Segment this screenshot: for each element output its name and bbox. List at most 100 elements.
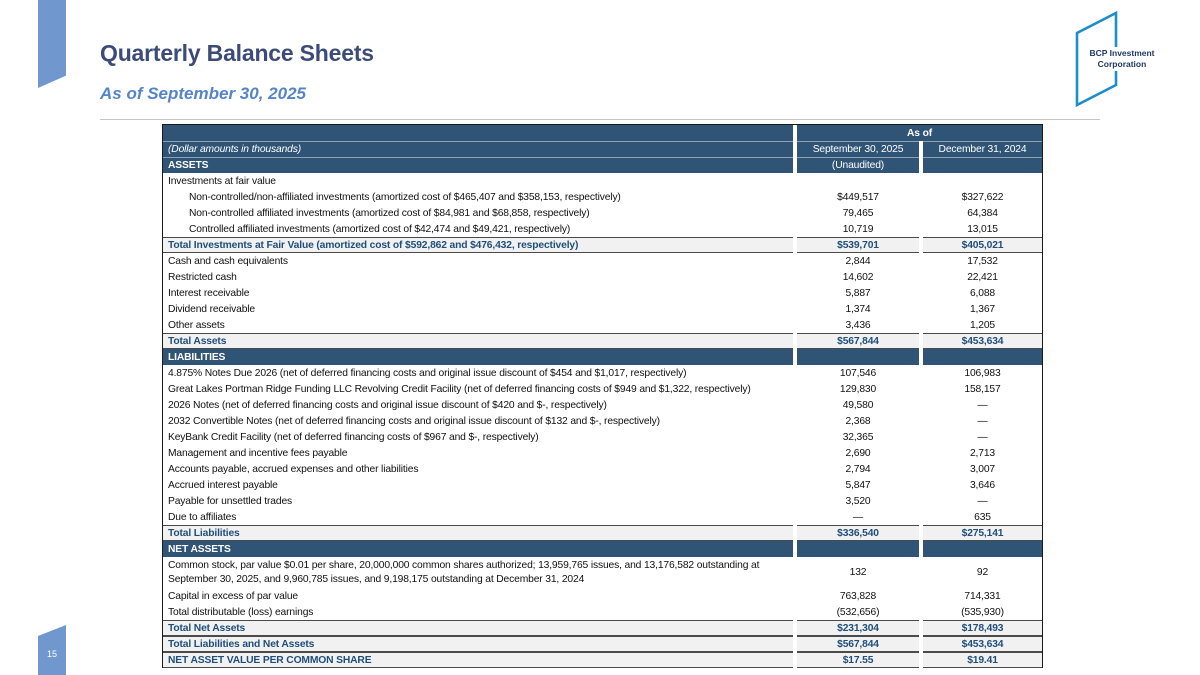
value-dec-31-2024: 3,007 [969,463,996,475]
row-label: LIABILITIES [163,349,793,365]
value-dec-31-2024: 714,331 [964,590,1001,602]
value-dec-31-2024: $275,141 [923,525,1042,541]
value-sep-30-2025: $539,701 [797,237,919,253]
value-dec-31-2024: — [977,495,988,507]
logo-line1: BCP Investment [1089,48,1155,58]
row-label: Accounts payable, accrued expenses and o… [168,463,419,475]
value-dec-31-2024 [923,173,1042,189]
row-label: Due to affiliates [168,511,237,523]
table-body: Investments at fair value Non-controlled/… [163,173,1042,668]
logo-line2: Corporation [1097,59,1147,70]
row-label: Total Assets [163,333,793,349]
table-row-18: Accounts payable, accrued expenses and o… [163,461,1042,477]
page-number-badge: 15 [38,625,66,675]
value-dec-31-2024: 92 [976,567,989,578]
value-dec-31-2024: $453,634 [923,333,1042,349]
value-sep-30-2025: 49,580 [842,399,874,411]
row-label: Restricted cash [168,271,237,283]
row-label: Non-controlled affiliated investments (a… [189,207,590,219]
row-label: Other assets [168,319,225,331]
header-date-sep-cell: September 30, 2025 [797,141,919,157]
row-label: Interest receivable [168,287,250,299]
ribbon-decoration [38,0,66,88]
table-row-17: Management and incentive fees payable 2,6… [163,445,1042,461]
value-dec-31-2024: $405,021 [923,237,1042,253]
value-dec-31-2024: 6,088 [969,287,996,299]
row-label: Total Net Assets [163,620,793,636]
section-row-11: LIABILITIES [163,349,1042,365]
value-dec-31-2024: 158,157 [964,383,1001,395]
table-row-19: Accrued interest payable 5,847 3,646 [163,477,1042,493]
row-label: 2032 Convertible Notes (net of deferred … [168,415,660,427]
value-dec-31-2024 [923,349,1042,365]
header-empty-dec-cell [923,157,1042,173]
table-row-29: NET ASSET VALUE PER COMMON SHARE $17.55 $1… [163,652,1042,668]
row-label: Payable for unsettled trades [168,495,293,507]
table-row-10: Total Assets $567,844 $453,634 [163,333,1042,349]
logo-text: BCP Investment Corporation [1084,47,1160,72]
header-empty-cell [163,125,793,141]
row-label: Investments at fair value [168,175,276,187]
value-dec-31-2024: 3,646 [969,479,996,491]
table-row-6: Restricted cash 14,602 22,421 [163,269,1042,285]
row-label: Cash and cash equivalents [168,255,288,267]
header-unaudited-cell: (Unaudited) [797,157,919,173]
value-sep-30-2025: 79,465 [842,207,874,219]
row-label: Controlled affiliated investments (amort… [189,223,571,235]
row-label: NET ASSET VALUE PER COMMON SHARE [163,652,793,668]
header-assets-cell: ASSETS [163,157,793,173]
value-sep-30-2025: — [852,511,864,523]
balance-sheet-table: As of (Dollar amounts in thousands) Sept… [162,124,1043,668]
page-title: Quarterly Balance Sheets [100,40,374,66]
row-label: Dividend receivable [168,303,256,315]
value-sep-30-2025 [797,541,919,557]
table-row-12: 4.875% Notes Due 2026 (net of deferred f… [163,365,1042,381]
value-sep-30-2025: 2,794 [845,463,871,475]
value-sep-30-2025: 763,828 [839,590,877,602]
value-dec-31-2024: $19.41 [923,652,1042,668]
table-row-14: 2026 Notes (net of deferred financing co… [163,397,1042,413]
table-header-dates-row: (Dollar amounts in thousands) September … [163,141,1042,157]
table-row-3: Controlled affiliated investments (amort… [163,221,1042,237]
table-row-22: Total Liabilities $336,540 $275,141 [163,525,1042,541]
table-row-7: Interest receivable 5,887 6,088 [163,285,1042,301]
row-label: Accrued interest payable [168,479,278,491]
table-row-13: Great Lakes Portman Ridge Funding LLC Re… [163,381,1042,397]
row-label: Management and incentive fees payable [168,447,348,459]
value-dec-31-2024: 1,205 [969,319,996,331]
value-sep-30-2025: 132 [849,567,867,578]
table-row-2: Non-controlled affiliated investments (a… [163,205,1042,221]
value-sep-30-2025: 1,374 [845,303,871,315]
table-row-0: Investments at fair value [163,173,1042,189]
row-label: Total Liabilities [163,525,793,541]
value-dec-31-2024 [923,541,1042,557]
value-dec-31-2024: 13,015 [967,223,998,235]
value-sep-30-2025: $449,517 [837,191,879,203]
value-dec-31-2024: 22,421 [967,271,998,283]
table-row-20: Payable for unsettled trades 3,520 — [163,493,1042,509]
divider-line [100,119,1100,120]
value-dec-31-2024: $453,634 [923,636,1042,652]
value-sep-30-2025: 129,830 [839,383,877,395]
table-row-4: Total Investments at Fair Value (amortiz… [163,237,1042,253]
value-sep-30-2025: 5,887 [845,287,871,299]
row-label: NET ASSETS [163,541,793,557]
table-row-5: Cash and cash equivalents 2,844 17,532 [163,253,1042,269]
value-sep-30-2025: $231,304 [797,620,919,636]
page-subtitle: As of September 30, 2025 [100,84,306,103]
row-label: Non-controlled/non-affiliated investment… [189,191,621,203]
table-header-assets-row: ASSETS (Unaudited) [163,157,1042,173]
value-dec-31-2024: — [977,415,988,427]
value-dec-31-2024: — [977,431,988,443]
value-dec-31-2024: 2,713 [969,447,996,459]
value-sep-30-2025: 14,602 [842,271,874,283]
table-row-9: Other assets 3,436 1,205 [163,317,1042,333]
table-row-15: 2032 Convertible Notes (net of deferred … [163,413,1042,429]
value-sep-30-2025: 2,368 [845,415,871,427]
section-row-23: NET ASSETS [163,541,1042,557]
value-dec-31-2024: 635 [974,511,991,523]
value-dec-31-2024: $327,622 [961,191,1004,203]
row-label: Total distributable (loss) earnings [168,606,314,618]
header-date-dec-cell: December 31, 2024 [923,141,1042,157]
value-sep-30-2025: 10,719 [842,223,874,235]
